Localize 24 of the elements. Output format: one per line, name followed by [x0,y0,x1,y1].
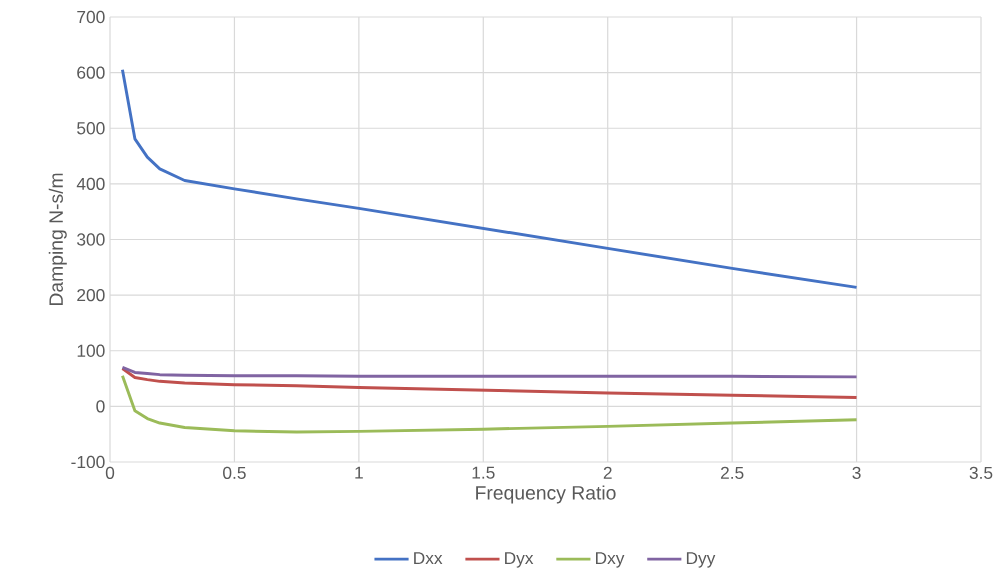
legend-label: Dyy [686,552,716,568]
y-tick-label: 500 [77,122,105,135]
y-tick-label: -100 [71,455,105,469]
legend-label: Dxx [414,552,443,565]
line-series [120,374,859,434]
x-tick-label: 1 [355,466,363,479]
legend-label: Dxy [596,552,625,568]
x-tick-label: 3 [852,466,861,479]
y-tick-label: 700 [77,10,105,24]
y-axis-title: Damping N-s/m [48,173,67,306]
y-tick-label: 100 [77,344,105,357]
y-tick-label: 200 [77,288,105,302]
y-tick-label: 400 [76,177,105,191]
x-axis-title: Frequency Ratio [476,485,616,504]
x-tick-label: 2.5 [720,466,744,479]
x-tick-label: 1.5 [472,466,495,479]
y-tick-label: 300 [77,233,105,246]
x-tick-label: 2 [603,466,612,479]
y-tick-label: 0 [96,400,105,413]
y-tick-label: 600 [77,66,105,79]
x-tick-label: 0 [105,466,115,479]
x-tick-label: 0.5 [223,466,246,479]
x-tick-label: 3.5 [969,466,993,479]
legend-label: Dyx [505,552,534,568]
